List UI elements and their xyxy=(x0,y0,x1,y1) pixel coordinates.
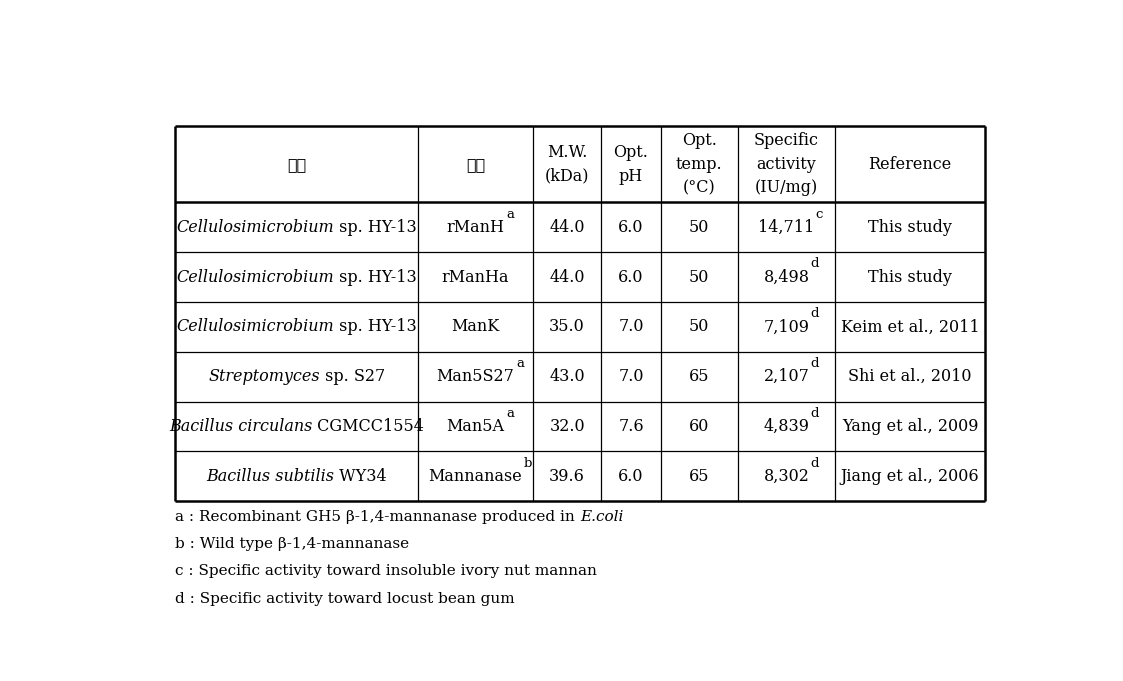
Text: Opt.
pH: Opt. pH xyxy=(613,144,648,185)
Text: This study: This study xyxy=(868,268,952,285)
Text: 7.6: 7.6 xyxy=(618,418,643,435)
Text: Opt.
temp.
(°C): Opt. temp. (°C) xyxy=(676,132,722,196)
Text: 효소: 효소 xyxy=(466,157,485,172)
Text: 50: 50 xyxy=(690,219,710,236)
Text: This study: This study xyxy=(868,219,952,236)
Text: 43.0: 43.0 xyxy=(549,368,585,385)
Text: Cellulosimicrobium: Cellulosimicrobium xyxy=(176,219,334,236)
Text: rManHa: rManHa xyxy=(441,268,509,285)
Text: a: a xyxy=(517,357,524,370)
Text: 7.0: 7.0 xyxy=(619,318,643,335)
Text: 35.0: 35.0 xyxy=(549,318,585,335)
Text: 8,498: 8,498 xyxy=(764,268,810,285)
Text: Cellulosimicrobium: Cellulosimicrobium xyxy=(176,268,334,285)
Text: 4,839: 4,839 xyxy=(764,418,810,435)
Text: a: a xyxy=(506,208,514,221)
Text: CGMCC1554: CGMCC1554 xyxy=(312,418,424,435)
Text: Man5S27: Man5S27 xyxy=(437,368,514,385)
Text: 32.0: 32.0 xyxy=(549,418,585,435)
Text: rManH: rManH xyxy=(447,219,504,236)
Text: b: b xyxy=(524,457,532,470)
Text: 7,109: 7,109 xyxy=(764,318,810,335)
Text: c: c xyxy=(815,208,823,221)
Text: 6.0: 6.0 xyxy=(619,268,643,285)
Text: 6.0: 6.0 xyxy=(619,468,643,485)
Text: sp. HY-13: sp. HY-13 xyxy=(334,318,417,335)
Text: a: a xyxy=(506,407,514,420)
Text: 8,302: 8,302 xyxy=(764,468,810,485)
Text: 2,107: 2,107 xyxy=(764,368,810,385)
Text: sp. HY-13: sp. HY-13 xyxy=(334,219,417,236)
Text: Shi et al., 2010: Shi et al., 2010 xyxy=(848,368,971,385)
Text: Jiang et al., 2006: Jiang et al., 2006 xyxy=(841,468,979,485)
Text: 7.0: 7.0 xyxy=(619,368,643,385)
Text: Man5A: Man5A xyxy=(447,418,504,435)
Text: 14,711: 14,711 xyxy=(758,219,814,236)
Text: d: d xyxy=(811,257,819,270)
Text: Cellulosimicrobium: Cellulosimicrobium xyxy=(176,318,334,335)
Text: Bacillus circulans: Bacillus circulans xyxy=(168,418,312,435)
Text: Specific
activity
(IU/mg): Specific activity (IU/mg) xyxy=(754,132,819,196)
Text: 50: 50 xyxy=(690,268,710,285)
Text: d : Specific activity toward locust bean gum: d : Specific activity toward locust bean… xyxy=(175,592,514,605)
Text: Bacillus subtilis: Bacillus subtilis xyxy=(207,468,335,485)
Text: 39.6: 39.6 xyxy=(549,468,585,485)
Text: d: d xyxy=(811,407,819,420)
Text: d: d xyxy=(811,357,819,370)
Text: 44.0: 44.0 xyxy=(549,219,585,236)
Text: 50: 50 xyxy=(690,318,710,335)
Text: Keim et al., 2011: Keim et al., 2011 xyxy=(841,318,979,335)
Text: d: d xyxy=(811,457,819,470)
Text: d: d xyxy=(811,307,819,320)
Text: Streptomyces: Streptomyces xyxy=(208,368,320,385)
Text: 44.0: 44.0 xyxy=(549,268,585,285)
Text: b : Wild type β-1,4-mannanase: b : Wild type β-1,4-mannanase xyxy=(175,537,409,551)
Text: ManK: ManK xyxy=(451,318,500,335)
Text: E.coli: E.coli xyxy=(579,510,623,524)
Text: 군주: 군주 xyxy=(287,157,307,172)
Text: 65: 65 xyxy=(688,468,710,485)
Text: 60: 60 xyxy=(690,418,710,435)
Text: WY34: WY34 xyxy=(335,468,387,485)
Text: M.W.
(kDa): M.W. (kDa) xyxy=(545,144,590,185)
Text: Yang et al., 2009: Yang et al., 2009 xyxy=(842,418,978,435)
Text: 6.0: 6.0 xyxy=(619,219,643,236)
Text: Reference: Reference xyxy=(868,156,951,173)
Text: 65: 65 xyxy=(688,368,710,385)
Text: Mannanase: Mannanase xyxy=(429,468,522,485)
Text: c : Specific activity toward insoluble ivory nut mannan: c : Specific activity toward insoluble i… xyxy=(175,565,597,578)
Text: a : Recombinant GH5 β-1,4-mannanase produced in: a : Recombinant GH5 β-1,4-mannanase prod… xyxy=(175,510,579,524)
Text: sp. S27: sp. S27 xyxy=(320,368,385,385)
Text: sp. HY-13: sp. HY-13 xyxy=(334,268,417,285)
